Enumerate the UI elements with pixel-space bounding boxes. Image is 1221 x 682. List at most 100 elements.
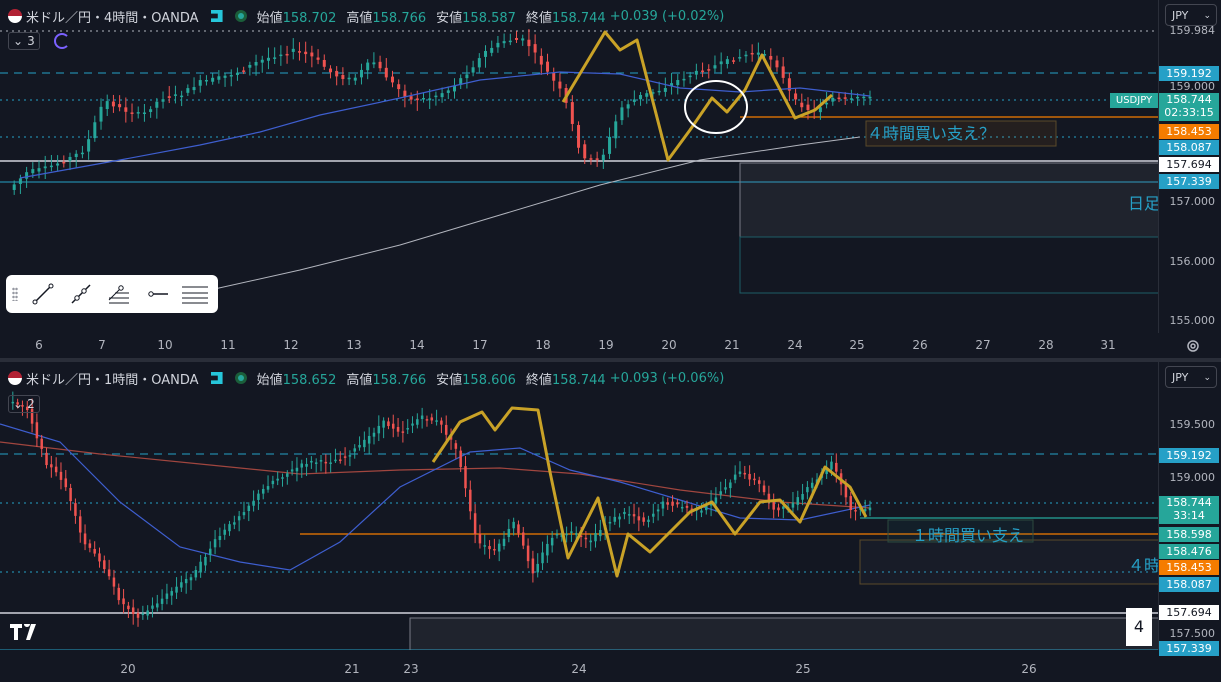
time-label: 25 <box>849 338 865 352</box>
candle-body <box>772 499 775 510</box>
settings-gear-icon[interactable] <box>1185 338 1201 354</box>
candle-body <box>868 507 872 511</box>
candle-body <box>818 107 822 113</box>
candle-body <box>62 161 66 164</box>
plot-area-1h[interactable] <box>0 362 1160 650</box>
price-axis-4h[interactable]: JPY ⌄ 159.984 159.000 157.000 156.000 155… <box>1158 0 1221 333</box>
chart-pane-4h[interactable]: 米ドル／円・4時間・OANDA 始値158.702 高値158.766 安値158.… <box>0 0 1221 358</box>
tradingview-logo[interactable] <box>10 621 40 645</box>
candle-body <box>229 75 233 77</box>
candle-body <box>550 537 554 546</box>
annotation-daily[interactable]: 日足 <box>1128 194 1161 213</box>
candle-body <box>473 513 477 534</box>
annotation-4h[interactable]: ４時 <box>1128 556 1161 575</box>
symbol-title[interactable]: 米ドル／円・1時間・OANDA <box>26 372 199 388</box>
currency-select[interactable]: JPY ⌄ <box>1165 4 1217 26</box>
last-price-tag: 158.744 33:14 <box>1159 496 1219 524</box>
currency-select[interactable]: JPY ⌄ <box>1165 366 1217 388</box>
pane-separator[interactable] <box>0 358 1221 362</box>
candle-body <box>435 420 438 422</box>
candle-body <box>304 51 308 55</box>
candle-body <box>837 97 841 100</box>
candle-body <box>406 428 409 430</box>
indicators-toggle[interactable]: ⌄ 2 <box>8 395 40 413</box>
candle-body <box>131 607 135 614</box>
candle-body <box>334 459 337 462</box>
candle-body <box>583 144 587 159</box>
trend-line-icon[interactable] <box>30 281 56 307</box>
candle-body <box>242 70 246 72</box>
price-tag-159192: 159.192 <box>1159 448 1219 463</box>
candle-body <box>794 93 798 100</box>
ohlc-key: 始値 <box>256 10 283 26</box>
annotation-box-1h <box>887 519 1034 543</box>
indicators-toggle[interactable]: ⌄ 3 <box>8 32 70 50</box>
candle-body <box>189 577 193 581</box>
candle-body <box>608 521 612 524</box>
page-badge[interactable]: 4 <box>1126 608 1152 646</box>
highlight-circle <box>684 80 748 134</box>
candle-body <box>180 582 183 588</box>
candle-body <box>25 172 29 179</box>
candle-body <box>136 112 140 114</box>
candle-body <box>40 438 43 449</box>
plot-area-4h[interactable] <box>0 0 1160 333</box>
candle-body <box>512 521 515 529</box>
candle-body <box>469 489 472 512</box>
candle-body <box>477 58 481 68</box>
ray-line-icon[interactable] <box>68 281 94 307</box>
candle-body <box>285 53 289 56</box>
parallel-lines-icon[interactable] <box>182 281 208 307</box>
candle-body <box>810 482 814 488</box>
candle-body <box>725 59 729 65</box>
drag-handle-icon[interactable] <box>12 287 18 301</box>
candle-body <box>729 482 732 489</box>
price-axis-1h[interactable]: JPY ⌄ 159.500 159.000 157.500 159.192 158… <box>1158 362 1221 656</box>
candle-body <box>763 54 767 56</box>
candle-body <box>574 533 578 535</box>
candle-body <box>546 61 550 72</box>
candle-body <box>111 101 115 107</box>
trend-drawing <box>561 30 833 162</box>
candle-body <box>83 533 87 545</box>
candle-body <box>421 98 425 100</box>
candle-body <box>257 493 260 500</box>
annotation-1h-support[interactable]: １時間買い支え <box>912 526 1025 545</box>
candle-body <box>446 90 450 93</box>
change-value: +0.039 (+0.02%) <box>609 8 725 24</box>
candle-body <box>775 60 779 68</box>
candle-body <box>204 556 207 566</box>
symbol-title[interactable]: 米ドル／円・4時間・OANDA <box>26 10 199 26</box>
last-price: 158.744 <box>1166 496 1212 509</box>
candle-body <box>353 448 356 452</box>
candle-body <box>688 75 692 78</box>
candle-body <box>248 64 252 68</box>
candle-body <box>149 109 153 112</box>
candle-body <box>12 184 16 190</box>
candle-body <box>310 460 313 463</box>
fib-retracement-icon[interactable] <box>106 281 132 307</box>
ohlc-value: 158.744 <box>551 372 606 388</box>
annotation-4h-support[interactable]: ４時間買い支え？ <box>867 124 996 143</box>
candle-body <box>366 62 370 71</box>
price-level: 159.984 <box>1169 24 1216 37</box>
time-label: 26 <box>912 338 928 352</box>
candle-body <box>167 96 171 98</box>
candle-body <box>88 543 92 548</box>
candle-body <box>80 152 84 155</box>
time-label: 7 <box>98 338 106 352</box>
price-level: 155.000 <box>1169 314 1216 327</box>
candle-body <box>601 154 605 161</box>
candle-body <box>127 605 130 610</box>
zone-4h-box <box>859 539 1160 585</box>
horizontal-ray-icon[interactable] <box>144 281 170 307</box>
time-axis-1h[interactable]: 20 21 23 24 25 26 <box>0 658 1160 680</box>
ohlc-value: 158.744 <box>551 10 606 26</box>
chart-pane-1h[interactable]: 米ドル／円・1時間・OANDA 始値158.652 高値158.766 安値158.… <box>0 362 1221 682</box>
candle-body <box>209 548 212 556</box>
candle-body <box>676 502 679 505</box>
time-axis-4h[interactable]: 6 7 10 11 12 13 14 17 18 19 20 21 24 25 26 27 28 31 <box>0 334 1160 356</box>
candle-body <box>522 532 525 546</box>
candle-body <box>661 501 665 509</box>
ohlc-value: 158.652 <box>282 372 337 388</box>
